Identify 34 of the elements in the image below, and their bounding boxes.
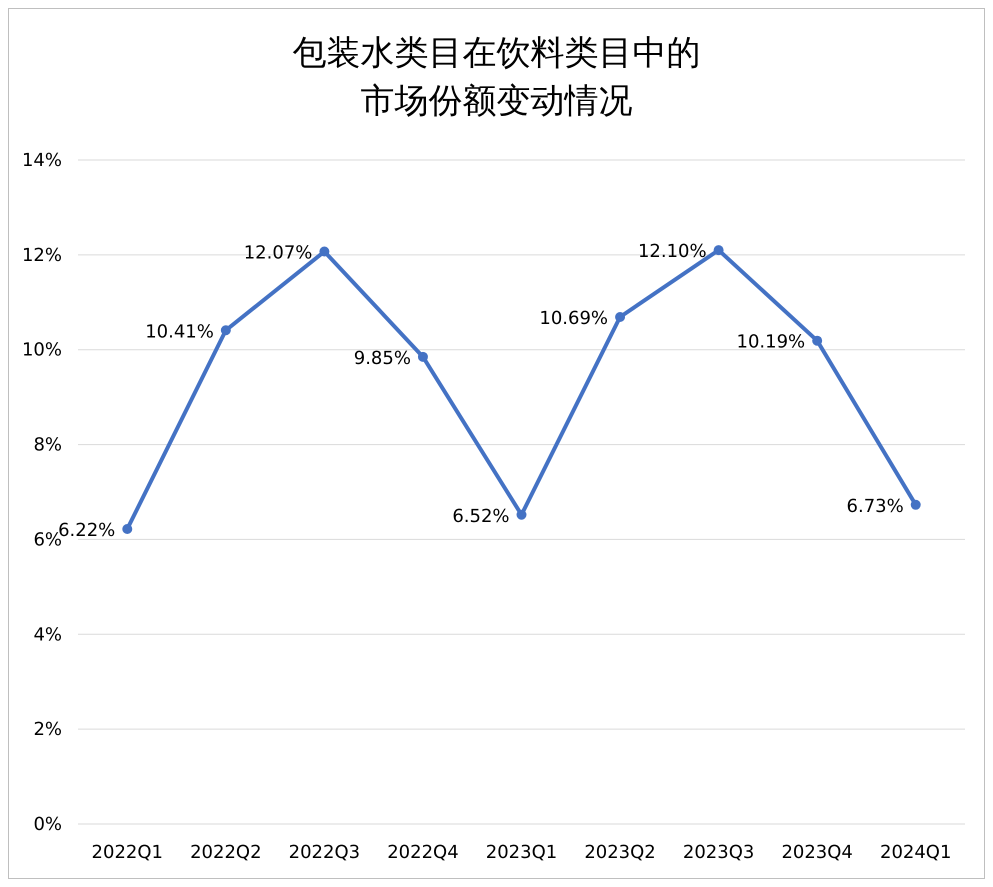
point <box>418 352 428 362</box>
point <box>220 325 231 336</box>
data-label: 12.10% <box>638 241 707 262</box>
point <box>714 245 724 256</box>
data-label: 9.85% <box>354 348 411 369</box>
x-tick-label: 2022Q1 <box>92 842 163 863</box>
data-label: 10.69% <box>539 308 608 329</box>
data-label: 12.07% <box>244 242 312 264</box>
y-tick-label: 10% <box>22 340 62 361</box>
point <box>122 524 132 534</box>
data-label: 10.19% <box>736 332 806 353</box>
y-tick-label: 14% <box>22 150 62 171</box>
x-tick-label: 2023Q1 <box>486 842 558 863</box>
point <box>615 312 626 322</box>
x-tick-label: 2022Q4 <box>387 842 459 863</box>
chart-title: 包装水类目在饮料类目中的市场份额变动情况 <box>292 33 700 121</box>
y-tick-label: 0% <box>33 814 62 835</box>
x-tick-label: 2023Q4 <box>781 842 853 863</box>
x-tick-label: 2022Q3 <box>288 842 360 863</box>
y-tick-label: 4% <box>33 624 62 646</box>
y-tick-label: 8% <box>33 434 62 456</box>
point <box>319 246 330 257</box>
point <box>812 336 822 346</box>
x-tick-label: 2023Q3 <box>682 842 754 863</box>
data-label: 6.52% <box>452 506 510 527</box>
data-label: 6.73% <box>846 496 904 517</box>
x-tick-label: 2023Q2 <box>584 842 656 863</box>
y-tick-label: 2% <box>33 719 62 740</box>
point <box>516 510 526 520</box>
data-label: 10.41% <box>145 321 214 342</box>
x-tick-label: 2024Q1 <box>880 842 952 863</box>
point <box>910 500 921 510</box>
x-tick-label: 2022Q2 <box>190 842 262 863</box>
y-tick-label: 12% <box>22 244 62 266</box>
